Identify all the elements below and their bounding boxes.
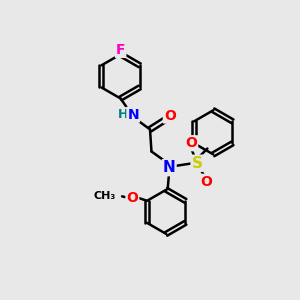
Text: O: O <box>200 175 212 189</box>
Text: O: O <box>185 136 197 150</box>
Text: F: F <box>116 43 125 57</box>
Text: N: N <box>128 108 139 122</box>
Text: O: O <box>126 191 138 205</box>
Text: S: S <box>192 156 203 171</box>
Text: CH₃: CH₃ <box>93 191 115 201</box>
Text: O: O <box>164 109 176 122</box>
Text: N: N <box>163 160 175 175</box>
Text: H: H <box>118 108 128 121</box>
